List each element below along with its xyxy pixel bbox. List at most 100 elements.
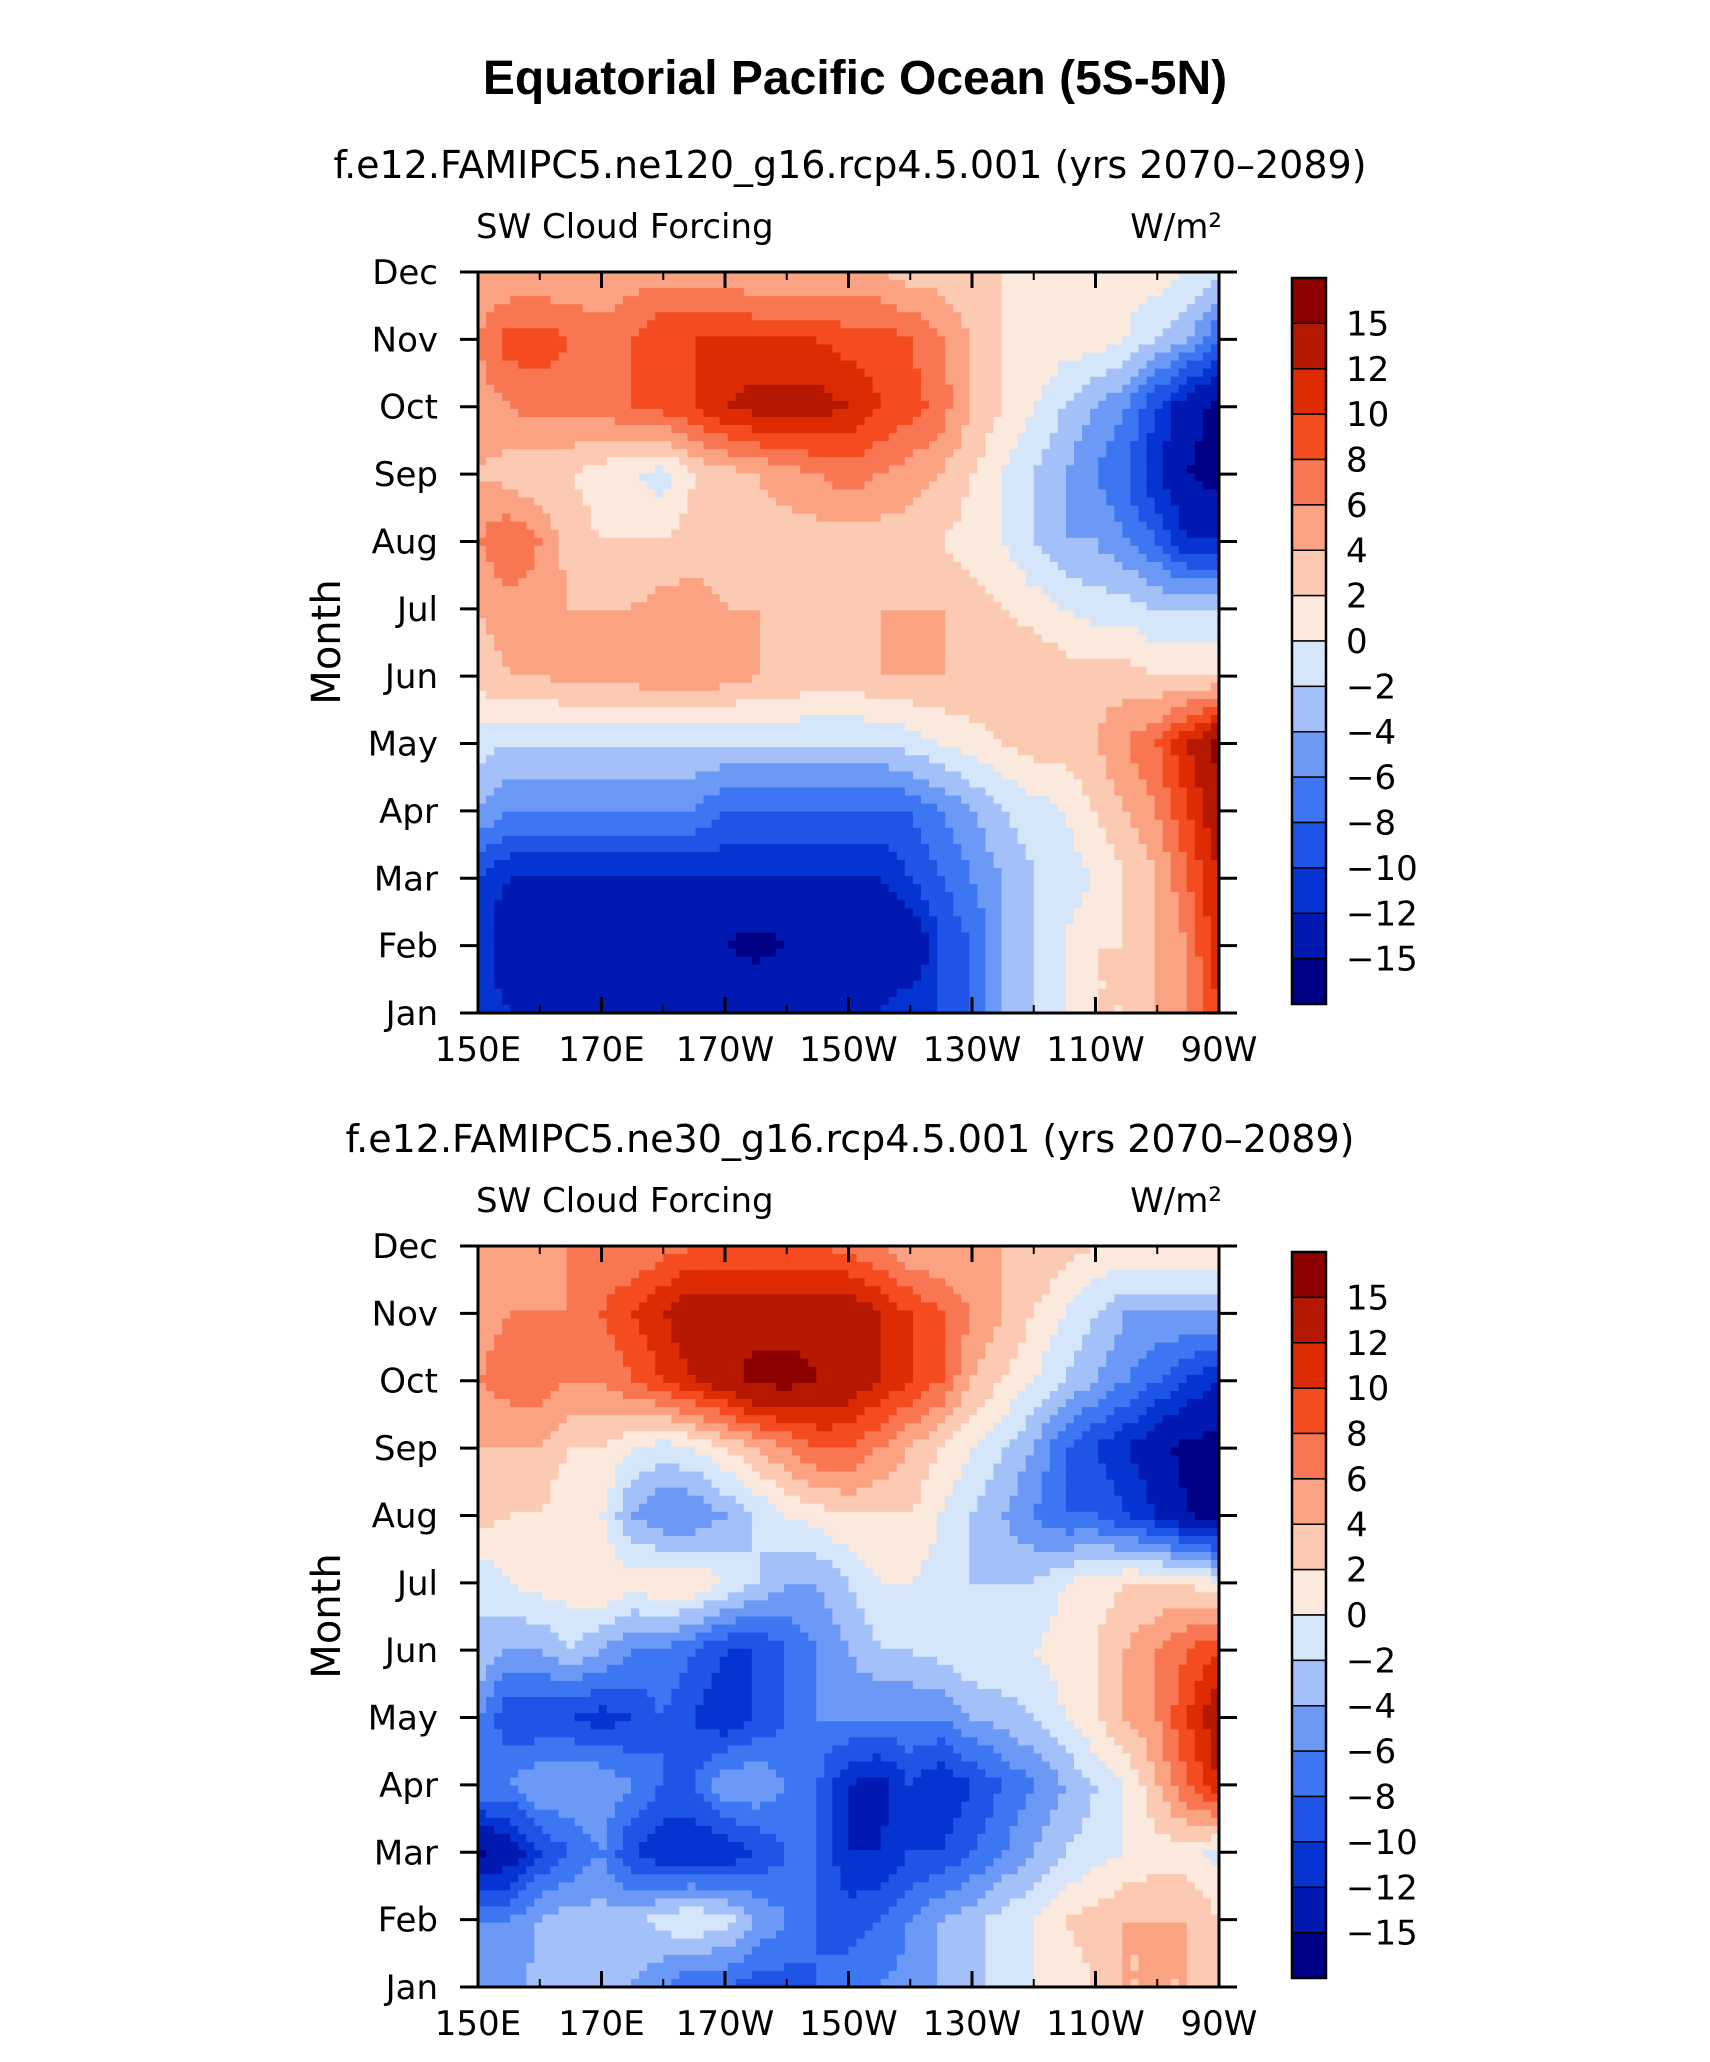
- heatmap-cell: [1033, 497, 1067, 507]
- heatmap-cell: [1138, 368, 1156, 378]
- heatmap-cell: [663, 1817, 697, 1827]
- heatmap-cell: [993, 795, 1051, 805]
- heatmap-cell: [1202, 908, 1220, 917]
- heatmap-cell: [1017, 1390, 1051, 1400]
- colorbar-label: 0: [1346, 1596, 1368, 1636]
- heatmap-cell: [808, 1439, 858, 1448]
- heatmap-cell: [719, 1608, 833, 1618]
- heatmap-cell: [767, 1455, 801, 1465]
- colorbar-box: [1291, 277, 1327, 325]
- heatmap-cell: [518, 360, 552, 370]
- heatmap-cell: [478, 1624, 552, 1634]
- heatmap-cell: [1162, 1737, 1180, 1746]
- heatmap-cell: [486, 376, 632, 386]
- heatmap-cell: [735, 392, 833, 402]
- colorbar-box: [1291, 1841, 1327, 1888]
- heatmap-cell: [751, 1713, 785, 1722]
- heatmap-cell: [856, 1294, 890, 1303]
- heatmap-cell: [566, 1600, 608, 1610]
- heatmap-cell: [534, 545, 560, 555]
- heatmap-cell: [478, 626, 487, 636]
- heatmap-cell: [1130, 465, 1148, 474]
- heatmap-cell: [872, 441, 930, 450]
- heatmap-cell: [945, 1866, 987, 1875]
- heatmap-cell: [784, 1688, 817, 1698]
- heatmap-cell: [1114, 553, 1148, 563]
- heatmap-cell: [711, 1785, 785, 1795]
- heatmap-cell: [929, 1552, 970, 1561]
- heatmap-cell: [518, 1785, 632, 1795]
- heatmap-cell: [1178, 1439, 1220, 1448]
- heatmap-cell: [550, 1479, 616, 1489]
- heatmap-cell: [526, 1906, 560, 1916]
- heatmap-cell: [606, 457, 680, 466]
- heatmap-cell: [1202, 1777, 1220, 1787]
- heatmap-cell: [687, 1366, 745, 1376]
- heatmap-cell: [1106, 1350, 1148, 1360]
- heatmap-cell: [937, 433, 962, 442]
- heatmap-cell: [888, 1390, 922, 1400]
- heatmap-cell: [1049, 1447, 1067, 1457]
- heatmap-cell: [606, 1866, 632, 1875]
- heatmap-cell: [1065, 650, 1220, 660]
- heatmap-cell: [1074, 771, 1107, 781]
- heatmap-cell: [1170, 1366, 1204, 1376]
- heatmap-cell: [1186, 1930, 1220, 1940]
- heatmap-cell: [478, 1680, 495, 1690]
- heatmap-cell: [929, 900, 954, 909]
- heatmap-cell: [920, 1906, 962, 1916]
- heatmap-cell: [1122, 803, 1156, 813]
- heatmap-cell: [961, 843, 987, 853]
- heatmap-cell: [953, 1374, 970, 1384]
- heatmap-cell: [550, 360, 632, 370]
- heatmap-cell: [639, 328, 898, 338]
- heatmap-cell: [1194, 771, 1220, 781]
- heatmap-cell: [1041, 634, 1148, 644]
- heatmap-cell: [945, 537, 1003, 547]
- heatmap-cell: [510, 513, 552, 523]
- heatmap-cell: [1194, 835, 1212, 845]
- heatmap-cell: [566, 1455, 624, 1465]
- heatmap-cell: [969, 1447, 1003, 1457]
- heatmap-cell: [1122, 916, 1156, 925]
- heatmap-cell: [872, 1632, 1043, 1642]
- heatmap-cell: [1082, 1825, 1123, 1835]
- heatmap-cell: [985, 1914, 1035, 1924]
- heatmap-cell: [574, 441, 672, 450]
- heatmap-cell: [1033, 908, 1075, 917]
- heatmap-cell: [1057, 602, 1148, 611]
- heatmap-cell: [1025, 1705, 1067, 1714]
- heatmap-cell: [1146, 1737, 1164, 1746]
- heatmap-cell: [703, 1415, 737, 1424]
- heatmap-cell: [1098, 819, 1131, 829]
- heatmap-cell: [945, 368, 970, 378]
- heatmap-cell: [937, 328, 970, 338]
- heatmap-cell: [1049, 1664, 1099, 1674]
- heatmap-cell: [687, 1246, 833, 1255]
- heatmap-cell: [912, 1503, 946, 1513]
- heatmap-cell: [695, 1592, 729, 1601]
- heatmap-cell: [478, 1858, 519, 1867]
- heatmap-cell: [1090, 1382, 1115, 1392]
- heatmap-cell: [1057, 803, 1091, 813]
- heatmap-cell: [486, 1350, 624, 1360]
- heatmap-cell: [727, 1922, 753, 1932]
- heatmap-cell: [880, 296, 946, 305]
- heatmap-cell: [486, 1850, 527, 1859]
- heatmap-cell: [526, 1809, 560, 1819]
- heatmap-cell: [478, 811, 503, 821]
- heatmap-cell: [993, 1382, 1027, 1392]
- colorbar-label: −12: [1346, 894, 1418, 934]
- heatmap-cell: [679, 1270, 850, 1279]
- heatmap-cell: [784, 1777, 817, 1787]
- heatmap-cell: [872, 384, 922, 394]
- heatmap-cell: [1202, 1672, 1220, 1682]
- heatmap-cell: [1154, 537, 1172, 547]
- heatmap-cell: [478, 851, 511, 861]
- heatmap-cell: [1202, 336, 1220, 346]
- heatmap-cell: [671, 529, 946, 539]
- heatmap-cell: [1210, 344, 1220, 354]
- heatmap-cell: [937, 980, 970, 990]
- heatmap-cell: [478, 570, 495, 579]
- heatmap-cell: [1210, 400, 1220, 410]
